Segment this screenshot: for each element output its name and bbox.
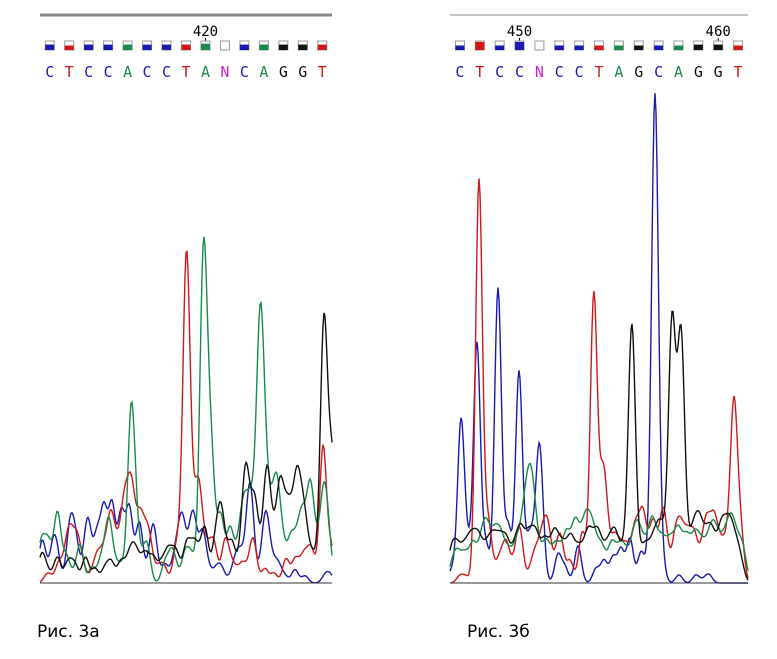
quality-fill [634,45,644,50]
base-call: A [201,63,210,81]
quality-fill [64,45,74,50]
trace-T [449,178,749,584]
base-call: G [634,63,643,81]
quality-fill [574,45,584,50]
quality-box [219,40,230,51]
base-call: A [123,63,132,81]
quality-fill [614,45,624,50]
quality-fill [200,43,210,50]
quality-fill [142,44,152,50]
quality-fill [317,44,327,50]
base-call: T [734,63,743,81]
figure-caption-a: Рис. 3а [37,622,100,642]
base-call: N [220,63,229,81]
trace-G [449,310,749,581]
base-call: G [279,63,288,81]
trace-C [449,93,748,584]
trace-C [39,480,333,584]
quality-fill [455,45,465,50]
quality-fill [103,44,113,50]
base-call: T [65,63,74,81]
base-call: C [45,63,54,81]
quality-fill [259,44,269,50]
base-call: C [654,63,663,81]
quality-fill [733,45,743,50]
quality-fill [693,44,703,50]
base-call: C [104,63,113,81]
quality-fill [594,45,604,50]
base-call: C [240,63,249,81]
base-call: C [455,63,464,81]
quality-fill [515,41,525,50]
base-call: G [298,63,307,81]
quality-fill [45,44,55,50]
quality-fill [278,44,288,50]
quality-fill [123,44,133,50]
quality-fill [554,45,564,50]
quality-fill [713,44,723,50]
base-call: T [318,63,327,81]
quality-fill [495,45,505,50]
base-call: A [259,63,268,81]
quality-fill [162,44,172,50]
quality-fill [654,45,664,50]
base-call: C [515,63,524,81]
quality-fill [239,44,249,50]
base-call: T [475,63,484,81]
base-call: C [575,63,584,81]
trace-T [39,250,333,583]
chromatogram-panel-b: 450 460 C T C C N C C T A G C A G G T [449,0,755,600]
chromatogram-panel-a: 420 C T C C A C C T A N C A G G T [39,0,340,600]
trace-A [449,462,749,571]
base-call: T [594,63,603,81]
base-call: T [181,63,190,81]
base-call: C [555,63,564,81]
quality-box [534,40,545,51]
position-label: 460 [706,24,731,40]
base-call: G [694,63,703,81]
base-call: C [162,63,171,81]
base-call: C [495,63,504,81]
base-call: G [714,63,723,81]
quality-fill [475,41,485,50]
quality-fill [181,44,191,50]
base-call: C [143,63,152,81]
figure-caption-b: Рис. 3б [467,622,530,642]
base-call: A [674,63,683,81]
base-call: A [614,63,623,81]
position-label: 450 [507,24,532,40]
quality-fill [84,44,94,50]
trace-A [39,236,333,582]
base-call: C [84,63,93,81]
position-label: 420 [193,24,218,40]
trace-G [39,312,333,574]
quality-fill [673,45,683,50]
base-call: N [535,63,544,81]
quality-fill [298,44,308,50]
